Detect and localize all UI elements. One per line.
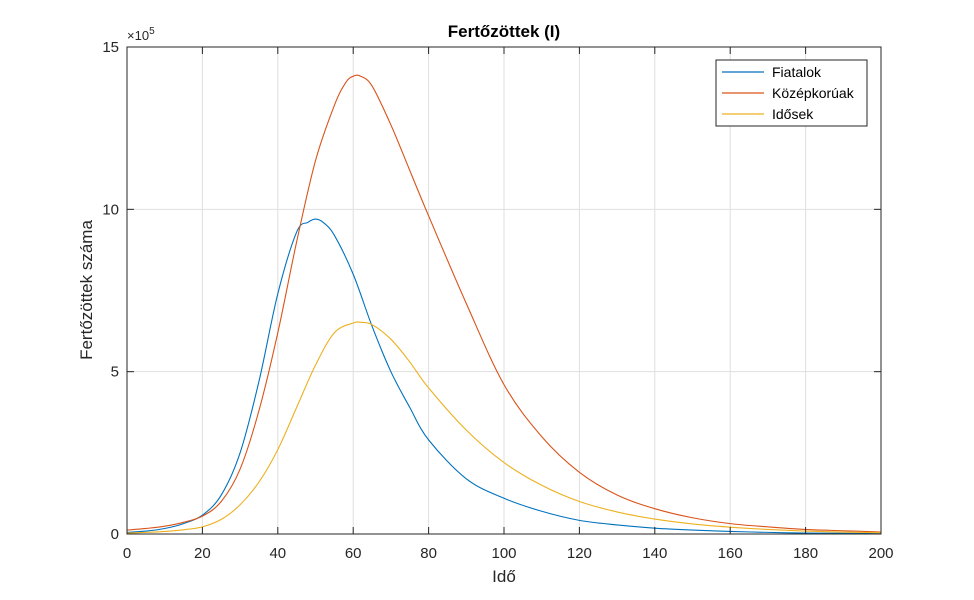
axis-ticks [126, 46, 882, 535]
legend-label-3: Idősek [772, 106, 814, 122]
x-tick-label: 40 [269, 545, 286, 562]
x-tick-label: 0 [123, 545, 131, 562]
y-tick-label: 10 [102, 201, 119, 218]
grid-lines [127, 47, 881, 534]
y-exponent-power: 5 [149, 26, 155, 37]
y-tick-label: 15 [102, 39, 119, 56]
series-line-2 [126, 74, 882, 533]
x-tick-label: 140 [642, 545, 667, 562]
x-tick-label: 20 [194, 545, 211, 562]
series-lines [126, 74, 882, 535]
y-tick-label: 5 [111, 364, 119, 381]
legend: Fiatalok Középkorúak Idősek [715, 59, 868, 127]
x-tick-label: 160 [718, 545, 743, 562]
legend-label-2: Középkorúak [772, 85, 855, 101]
y-exponent-label: ×105 [127, 26, 155, 43]
series-line-1 [126, 218, 882, 535]
y-exponent-base: ×10 [127, 28, 149, 43]
x-tick-label: 100 [491, 545, 516, 562]
tick-labels: 0 20 40 60 80 100 120 140 160 180 200 0 5 10 15 [102, 39, 893, 562]
series-line-3 [126, 321, 882, 534]
chart-title: Fertőzöttek (I) [448, 22, 560, 41]
x-tick-label: 120 [567, 545, 592, 562]
x-tick-label: 180 [793, 545, 818, 562]
y-axis-title: Fertőzöttek száma [77, 220, 96, 360]
x-tick-label: 60 [345, 545, 362, 562]
x-axis-title: Idő [492, 567, 516, 586]
x-tick-label: 200 [868, 545, 893, 562]
y-tick-label: 0 [111, 526, 119, 543]
x-tick-label: 80 [420, 545, 437, 562]
legend-label-1: Fiatalok [772, 64, 822, 80]
